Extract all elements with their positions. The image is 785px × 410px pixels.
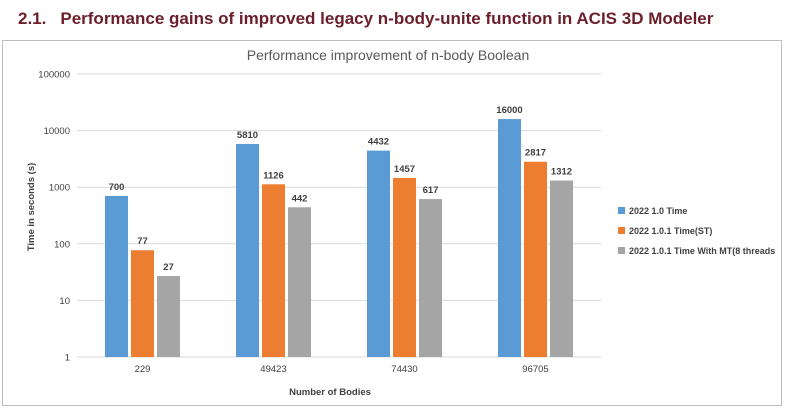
legend-swatch — [618, 227, 625, 234]
bar — [288, 207, 311, 357]
y-tick-label: 100000 — [38, 70, 70, 81]
y-axis-ticks: 1 10 100 1000 10000 100000 — [38, 70, 70, 364]
legend-label: 2022 1.0.1 Time(ST) — [629, 226, 712, 236]
bar — [419, 199, 442, 357]
chart-bars — [105, 119, 573, 357]
chart-gridlines — [77, 73, 601, 358]
data-label: 1312 — [551, 167, 572, 178]
bar — [367, 150, 390, 357]
bar — [131, 250, 154, 357]
data-labels: 700 77 27 5810 1126 442 4432 1457 617 16000 2817 13… — [109, 105, 573, 273]
chart-container: Performance improvement of n-body Boolea… — [2, 40, 782, 406]
data-label: 77 — [137, 236, 148, 247]
bar — [236, 143, 259, 357]
bar — [262, 184, 285, 357]
data-label: 617 — [423, 185, 439, 196]
y-axis-label: Time in seconds (s) — [26, 163, 37, 252]
x-tick-label: 229 — [135, 364, 151, 375]
bar — [105, 195, 128, 357]
bar — [498, 119, 521, 357]
chart-legend: 2022 1.0 Time 2022 1.0.1 Time(ST) 2022 1.0… — [618, 206, 775, 256]
section-title: Performance gains of improved legacy n-b… — [60, 9, 714, 28]
data-label: 1457 — [394, 164, 415, 175]
legend-label: 2022 1.0 Time — [629, 206, 687, 216]
legend-swatch — [618, 207, 625, 214]
legend-label: 2022 1.0.1 Time With MT(8 threads — [629, 246, 775, 256]
y-tick-label: 10 — [59, 296, 70, 307]
bar — [550, 180, 573, 357]
bar — [157, 275, 180, 357]
bar-chart: Performance improvement of n-body Boolea… — [26, 47, 775, 398]
data-label: 5810 — [237, 130, 258, 141]
x-axis-label: Number of Bodies — [289, 387, 371, 398]
section-heading: 2.1. Performance gains of improved legacy… — [18, 9, 713, 29]
x-tick-label: 74430 — [391, 364, 417, 375]
data-label: 700 — [109, 182, 125, 193]
chart-title: Performance improvement of n-body Boolea… — [247, 47, 529, 63]
y-tick-label: 1 — [65, 353, 70, 364]
data-label: 442 — [292, 193, 308, 204]
y-tick-label: 100 — [54, 239, 70, 250]
y-tick-label: 1000 — [49, 183, 70, 194]
x-axis-ticks: 229 49423 74430 96705 — [135, 364, 549, 375]
bar — [393, 177, 416, 357]
data-label: 16000 — [496, 105, 522, 116]
y-tick-label: 10000 — [44, 126, 70, 137]
legend-swatch — [618, 247, 625, 254]
x-tick-label: 49423 — [260, 364, 286, 375]
data-label: 4432 — [368, 137, 389, 148]
bar — [524, 161, 547, 357]
x-tick-label: 96705 — [522, 364, 548, 375]
data-label: 2817 — [525, 148, 546, 159]
section-number: 2.1. — [18, 9, 47, 28]
data-label: 1126 — [263, 170, 284, 181]
data-label: 27 — [163, 262, 174, 273]
